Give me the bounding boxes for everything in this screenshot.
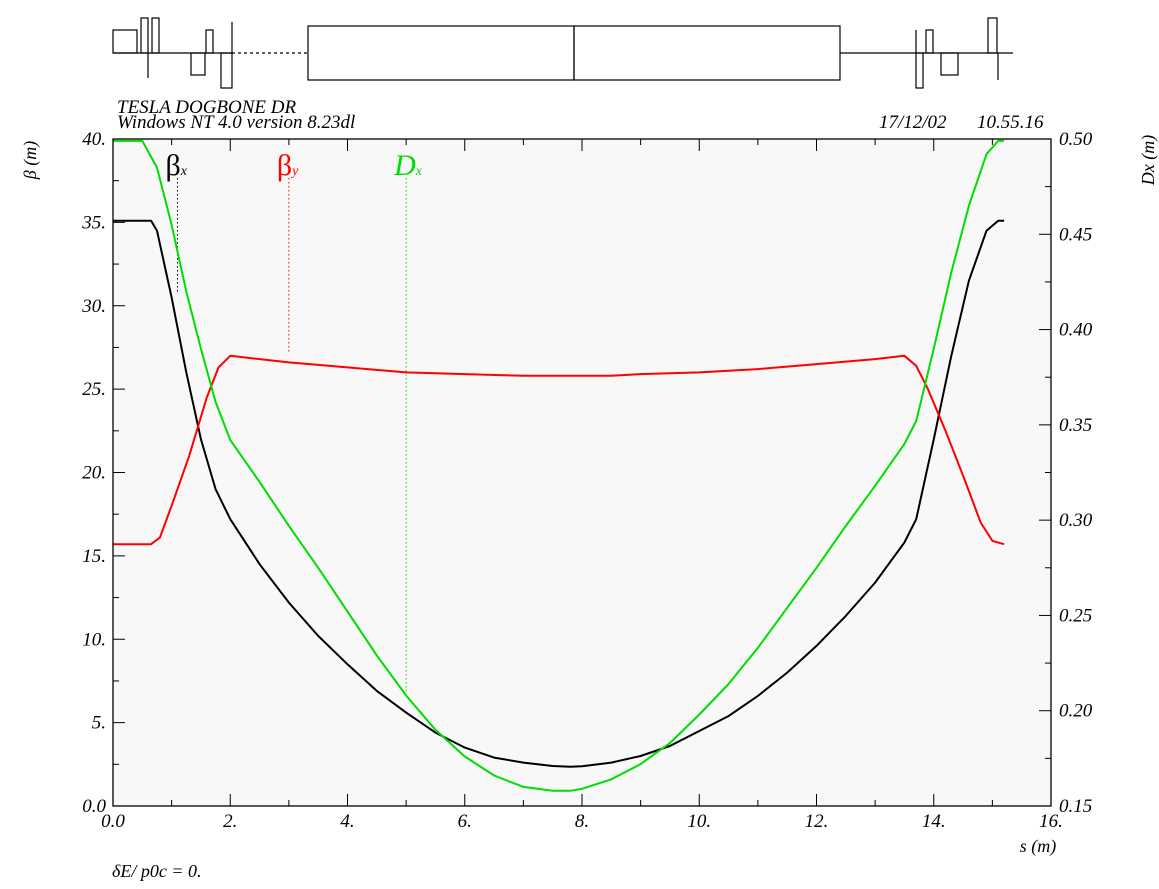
plot-subtitle: Windows NT 4.0 version 8.23dl — [117, 112, 355, 133]
lattice-quad-focus — [925, 29, 934, 54]
lattice-quad-defocus — [190, 52, 206, 76]
y2-tick-label: 0.30 — [1059, 510, 1093, 531]
y-tick-label: 0.0 — [82, 796, 106, 817]
y-tick-label: 20. — [82, 463, 106, 484]
lattice-quad-defocus — [940, 52, 959, 76]
y2-tick-label: 0.20 — [1059, 701, 1093, 722]
plot-date: 17/12/02 — [879, 112, 947, 133]
y2-tick-label: 0.15 — [1059, 796, 1092, 817]
y2-axis-label: Dx (m) — [1138, 135, 1159, 186]
energy-deviation-label: δE/ p0c = 0. — [112, 861, 202, 881]
x-tick-label: 10. — [687, 811, 711, 832]
y2-tick-label: 0.35 — [1059, 415, 1092, 436]
y2-tick-label: 0.45 — [1059, 224, 1092, 245]
x-tick-label: 4. — [340, 811, 354, 832]
plot-time: 10.55.16 — [977, 112, 1044, 133]
x-tick-label: 14. — [922, 811, 946, 832]
x-tick-label: 12. — [805, 811, 829, 832]
y-tick-label: 15. — [82, 546, 106, 567]
y-tick-label: 40. — [82, 129, 106, 150]
lattice-layout — [112, 17, 1013, 89]
y-tick-label: 25. — [82, 379, 106, 400]
y-tick-label: 30. — [81, 296, 106, 317]
x-tick-label: 2. — [223, 811, 237, 832]
lattice-quad-focus — [987, 17, 998, 54]
y-tick-label: 5. — [92, 713, 106, 734]
dispersion-line — [113, 139, 1005, 792]
y2-tick-label: 0.50 — [1059, 129, 1093, 150]
plot-title: TESLA DOGBONE DR — [117, 97, 296, 118]
lattice-quad-defocus — [915, 52, 924, 89]
x-tick-label: 8. — [575, 811, 589, 832]
beta-x-line — [113, 219, 1005, 768]
lattice-wiggler-section — [573, 25, 841, 81]
beta-y-line — [113, 354, 1005, 546]
lattice-wiggler-section — [307, 25, 575, 81]
lattice-quad-focus — [151, 17, 160, 54]
x-tick-label: 16. — [1039, 811, 1063, 832]
y2-tick-label: 0.25 — [1059, 605, 1092, 626]
x-tick-label: 0.0 — [101, 811, 125, 832]
lattice-quad-focus — [140, 17, 149, 54]
lattice-quad-focus — [205, 29, 214, 54]
lattice-quad-defocus — [220, 52, 233, 89]
x-tick-label: 6. — [458, 811, 472, 832]
plot-frame — [112, 138, 1052, 807]
y-axis-label: β (m) — [20, 141, 41, 180]
legend-dispersion: Dx — [393, 149, 423, 182]
y2-tick-label: 0.40 — [1059, 320, 1093, 341]
x-axis-label: s (m) — [1020, 836, 1057, 857]
y-tick-label: 10. — [82, 629, 106, 650]
plot-area — [113, 139, 1051, 806]
lattice-bend — [112, 29, 138, 54]
y-tick-label: 35. — [81, 212, 106, 233]
